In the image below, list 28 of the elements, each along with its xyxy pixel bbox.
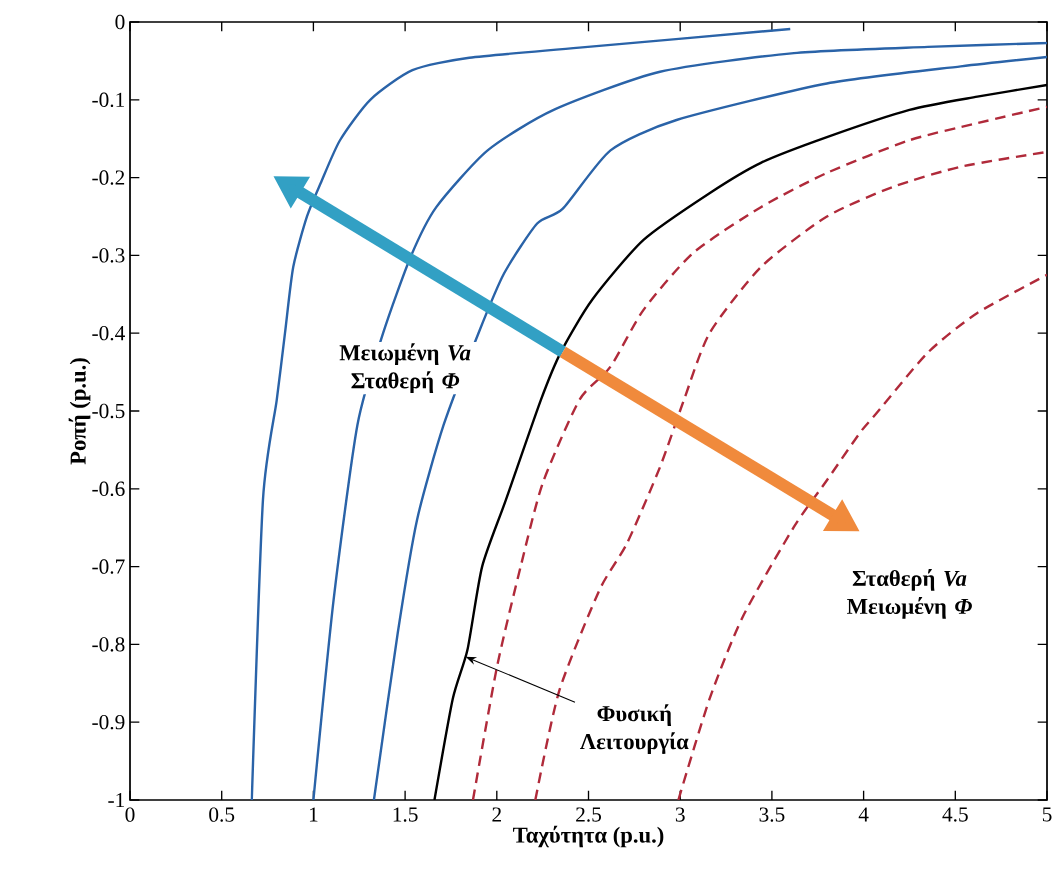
line-series xyxy=(250,27,792,800)
y-tick-label: -0.4 xyxy=(92,325,125,341)
x-tick-label: 2 xyxy=(492,807,501,822)
x-tick-label: 2.5 xyxy=(576,807,601,822)
y-tick-label: -0.3 xyxy=(92,248,125,263)
x-tick-label: 5 xyxy=(1042,807,1052,822)
annotation: Μειωμένη Va Σταθερή Φ xyxy=(339,343,471,394)
x-tick-label: 0 xyxy=(125,807,135,822)
y-tick-label: -0.2 xyxy=(92,170,125,185)
x-tick-label: 1.5 xyxy=(393,807,418,822)
y-tick-label: -0.9 xyxy=(92,714,125,730)
x-tick-label: 0.5 xyxy=(209,807,235,822)
x-tick-label: 4.5 xyxy=(942,807,968,822)
x-tick-label: 3.5 xyxy=(759,807,785,822)
y-tick-label: -0.7 xyxy=(92,559,125,574)
y-tick-label: -0.5 xyxy=(92,403,125,419)
y-tick-label: 0 xyxy=(115,14,125,30)
y-tick-label: -0.8 xyxy=(92,637,125,652)
y-tick-label: -1 xyxy=(108,792,125,808)
annotation: Σταθερή Va Μειωμένη Φ xyxy=(847,568,972,619)
x-tick-label: 3 xyxy=(675,807,685,822)
annotation: Φυσική Λειτουργία xyxy=(580,704,689,754)
y-tick-label: -0.6 xyxy=(92,481,125,497)
y-axis-title: Ροπή (p.u.) xyxy=(68,358,91,465)
x-tick-label: 1 xyxy=(309,807,318,822)
x-tick-label: 4 xyxy=(858,807,869,822)
x-axis-title: Ταχύτητα (p.u.) xyxy=(513,825,664,848)
y-tick-label: -0.1 xyxy=(92,92,125,108)
